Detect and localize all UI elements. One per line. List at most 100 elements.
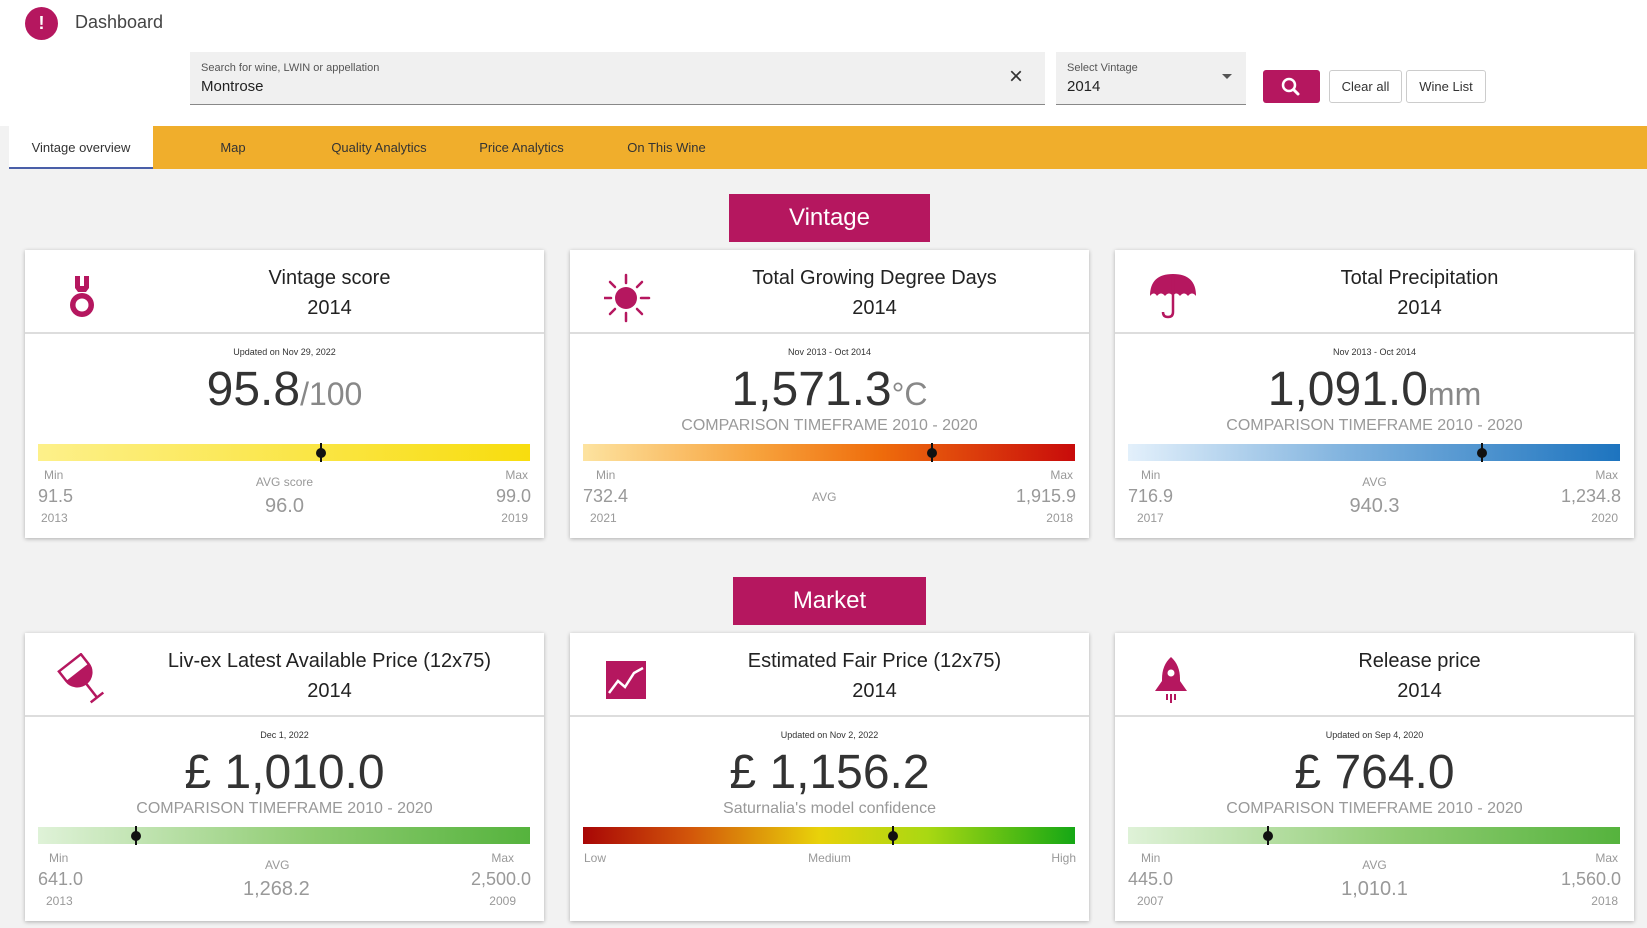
card-title: Total Precipitation — [1340, 267, 1499, 289]
max-year: 2018 — [1046, 511, 1073, 525]
tab-price-analytics[interactable]: Price Analytics — [479, 140, 564, 155]
card-title: Total Growing Degree Days — [752, 267, 997, 289]
min-year: 2013 — [46, 894, 73, 908]
card-header: Vintage score 2014 — [25, 250, 544, 334]
avg-value: 1,010.1 — [1341, 878, 1408, 900]
max-label: Max — [1050, 468, 1073, 482]
vintage-select-label: Select Vintage — [1067, 62, 1138, 74]
top-bar: ! Dashboard Search for wine, LWIN or app… — [0, 0, 1647, 126]
min-value: 716.9 — [1128, 486, 1174, 506]
price-gradient-bar — [38, 826, 530, 845]
fair-price-card: Estimated Fair Price (12x75) 2014 Update… — [570, 633, 1089, 921]
max-label: Max — [491, 851, 514, 865]
card-title: Vintage score — [268, 267, 391, 289]
search-input[interactable]: Search for wine, LWIN or appellation Mon… — [190, 52, 1045, 105]
clear-search-icon[interactable]: × — [1008, 63, 1023, 90]
confidence-gradient-bar — [583, 826, 1075, 845]
card-header: Total Precipitation 2014 — [1115, 250, 1634, 334]
value-marker — [131, 826, 142, 845]
growing-degree-days-card: Total Growing Degree Days 2014 Nov 2013 … — [570, 250, 1089, 538]
min-year: 2013 — [41, 511, 68, 525]
release-price-card: Release price 2014 Updated on Sep 4, 202… — [1115, 633, 1634, 921]
section-title-market: Market — [733, 577, 926, 625]
search-label: Search for wine, LWIN or appellation — [201, 62, 380, 74]
max-year: 2019 — [501, 511, 528, 525]
search-value[interactable]: Montrose — [201, 78, 264, 95]
min-label: Min — [49, 851, 69, 865]
comparison-timeframe: COMPARISON TIMEFRAME 2010 - 2020 — [1226, 417, 1523, 434]
max-year: 2009 — [489, 894, 516, 908]
value-unit: /100 — [300, 376, 363, 412]
min-value: 641.0 — [38, 869, 84, 889]
period-label: Nov 2013 - Oct 2014 — [787, 347, 872, 357]
precipitation-card: Total Precipitation 2014 Nov 2013 - Oct … — [1115, 250, 1634, 538]
chevron-down-icon[interactable] — [1222, 74, 1232, 79]
medal-icon — [70, 276, 94, 317]
updated-date: Updated on Sep 4, 2020 — [1325, 730, 1424, 740]
value-unit: mm — [1427, 376, 1482, 412]
section-title-vintage: Vintage — [729, 194, 930, 242]
card-year: 2014 — [307, 297, 352, 319]
value-marker — [887, 826, 898, 845]
low-label: Low — [584, 851, 607, 865]
avg-label: AVG — [1362, 858, 1387, 872]
card-year: 2014 — [1397, 297, 1442, 319]
main-value: £ 764.0 — [1294, 746, 1455, 799]
min-value: 445.0 — [1128, 869, 1174, 889]
avg-label: AVG — [1362, 475, 1387, 489]
tab-vintage-overview[interactable]: Vintage overview — [9, 126, 153, 169]
card-header: Estimated Fair Price (12x75) 2014 — [570, 633, 1089, 717]
avg-label: AVG score — [255, 475, 314, 489]
max-year: 2018 — [1591, 894, 1618, 908]
score-gradient-bar — [38, 443, 530, 462]
umbrella-icon — [1150, 274, 1196, 319]
vintage-select-value[interactable]: 2014 — [1067, 78, 1101, 95]
vintage-select[interactable]: Select Vintage 2014 — [1056, 52, 1246, 105]
app-logo-icon[interactable]: ! — [25, 7, 58, 40]
value-number: 1,091.0 — [1267, 363, 1428, 416]
tab-bar: Vintage overview Map Quality Analytics P… — [9, 126, 1647, 169]
max-value: 2,500.0 — [470, 869, 531, 889]
comparison-timeframe: COMPARISON TIMEFRAME 2010 - 2020 — [681, 417, 978, 434]
medium-label: Medium — [808, 851, 851, 865]
max-value: 1,915.9 — [1015, 486, 1076, 506]
high-label: High — [1051, 851, 1076, 865]
search-icon — [1281, 77, 1300, 96]
min-label: Min — [596, 468, 616, 482]
tab-on-this-wine[interactable]: On This Wine — [627, 140, 706, 155]
card-title: Release price — [1358, 650, 1481, 672]
temperature-gradient-bar — [583, 443, 1075, 462]
wine-list-button[interactable]: Wine List — [1406, 70, 1486, 103]
value-number: 95.8 — [206, 363, 301, 416]
vintage-score-card: Vintage score 2014 Updated on Nov 29, 20… — [25, 250, 544, 538]
min-year: 2021 — [590, 511, 617, 525]
avg-value: 940.3 — [1349, 495, 1400, 517]
tab-map[interactable]: Map — [220, 140, 246, 155]
card-year: 2014 — [1397, 680, 1442, 702]
tab-quality-analytics[interactable]: Quality Analytics — [331, 140, 427, 155]
main-value: 1,571.3°C — [570, 362, 1089, 417]
model-confidence-label: Saturnalia's model confidence — [723, 800, 936, 817]
min-value: 732.4 — [583, 486, 629, 506]
min-value: 91.5 — [38, 486, 74, 506]
avg-label: AVG — [265, 858, 290, 872]
updated-date: Updated on Nov 2, 2022 — [780, 730, 879, 740]
livex-price-card: Liv-ex Latest Available Price (12x75) 20… — [25, 633, 544, 921]
min-label: Min — [44, 468, 64, 482]
value-marker — [315, 443, 326, 462]
max-value: 1,234.8 — [1560, 486, 1621, 506]
wine-glass-icon — [57, 653, 105, 704]
max-label: Max — [1595, 851, 1618, 865]
card-header: Release price 2014 — [1115, 633, 1634, 717]
card-title: Estimated Fair Price (12x75) — [747, 650, 1002, 672]
updated-date: Dec 1, 2022 — [260, 730, 309, 740]
rocket-icon — [1155, 657, 1187, 703]
clear-all-button[interactable]: Clear all — [1329, 70, 1402, 103]
search-button[interactable] — [1263, 70, 1320, 103]
min-year: 2017 — [1137, 511, 1164, 525]
main-value: 1,091.0mm — [1115, 362, 1634, 417]
value-marker — [927, 443, 938, 462]
trend-chart-icon — [606, 661, 646, 699]
min-label: Min — [1141, 468, 1161, 482]
sun-icon — [604, 273, 651, 323]
